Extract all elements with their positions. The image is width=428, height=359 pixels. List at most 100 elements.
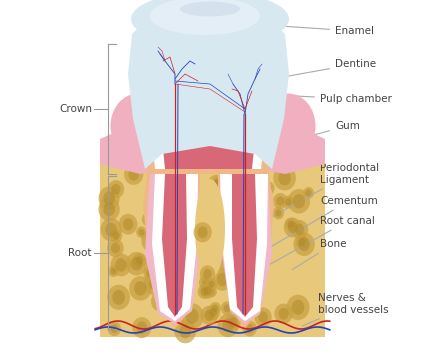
Polygon shape bbox=[138, 24, 278, 174]
Text: Periodontal
Ligament: Periodontal Ligament bbox=[270, 163, 379, 218]
Ellipse shape bbox=[223, 255, 235, 270]
Polygon shape bbox=[258, 119, 325, 174]
Ellipse shape bbox=[191, 240, 204, 255]
Ellipse shape bbox=[209, 188, 220, 200]
Ellipse shape bbox=[189, 176, 199, 188]
Ellipse shape bbox=[225, 217, 244, 239]
Ellipse shape bbox=[155, 194, 166, 207]
Ellipse shape bbox=[273, 207, 284, 219]
Ellipse shape bbox=[212, 304, 218, 312]
Ellipse shape bbox=[211, 209, 219, 218]
Ellipse shape bbox=[288, 189, 310, 214]
Ellipse shape bbox=[115, 258, 127, 272]
Ellipse shape bbox=[149, 218, 157, 227]
Ellipse shape bbox=[151, 292, 169, 311]
Ellipse shape bbox=[177, 241, 188, 254]
Ellipse shape bbox=[275, 209, 282, 217]
Ellipse shape bbox=[165, 296, 186, 319]
Ellipse shape bbox=[199, 224, 218, 246]
Ellipse shape bbox=[203, 229, 214, 241]
Ellipse shape bbox=[149, 276, 161, 290]
Ellipse shape bbox=[186, 309, 199, 324]
Ellipse shape bbox=[167, 170, 177, 181]
Ellipse shape bbox=[209, 288, 214, 295]
Ellipse shape bbox=[251, 222, 265, 237]
Ellipse shape bbox=[205, 183, 224, 204]
Ellipse shape bbox=[273, 193, 288, 209]
Ellipse shape bbox=[107, 285, 130, 310]
Polygon shape bbox=[162, 174, 187, 317]
Ellipse shape bbox=[285, 218, 297, 230]
Ellipse shape bbox=[233, 222, 246, 236]
Ellipse shape bbox=[146, 269, 153, 277]
Text: Crown: Crown bbox=[59, 104, 92, 114]
Ellipse shape bbox=[121, 103, 155, 149]
Ellipse shape bbox=[111, 243, 120, 253]
Ellipse shape bbox=[179, 325, 191, 339]
Ellipse shape bbox=[218, 250, 241, 275]
Ellipse shape bbox=[172, 236, 193, 259]
Ellipse shape bbox=[167, 275, 191, 300]
Ellipse shape bbox=[202, 278, 210, 287]
Ellipse shape bbox=[204, 286, 211, 295]
Ellipse shape bbox=[191, 178, 197, 185]
Ellipse shape bbox=[204, 310, 214, 321]
Ellipse shape bbox=[254, 307, 272, 327]
Ellipse shape bbox=[200, 306, 218, 325]
Ellipse shape bbox=[139, 229, 144, 236]
Ellipse shape bbox=[225, 314, 241, 331]
Ellipse shape bbox=[206, 278, 217, 290]
Ellipse shape bbox=[131, 0, 289, 47]
Ellipse shape bbox=[235, 197, 243, 207]
Polygon shape bbox=[128, 2, 289, 169]
Ellipse shape bbox=[298, 237, 310, 251]
Ellipse shape bbox=[286, 295, 309, 320]
Polygon shape bbox=[218, 169, 274, 329]
Ellipse shape bbox=[217, 273, 228, 286]
Ellipse shape bbox=[175, 276, 182, 284]
Ellipse shape bbox=[294, 233, 315, 256]
Ellipse shape bbox=[288, 220, 294, 228]
Ellipse shape bbox=[108, 266, 119, 277]
Ellipse shape bbox=[261, 93, 315, 159]
Ellipse shape bbox=[293, 194, 305, 209]
Ellipse shape bbox=[128, 168, 139, 181]
Text: Bone: Bone bbox=[292, 239, 347, 270]
Ellipse shape bbox=[222, 319, 234, 332]
Ellipse shape bbox=[183, 261, 190, 269]
Ellipse shape bbox=[171, 168, 189, 187]
Ellipse shape bbox=[110, 268, 116, 275]
Polygon shape bbox=[162, 56, 255, 169]
Ellipse shape bbox=[279, 308, 288, 320]
Ellipse shape bbox=[270, 103, 306, 149]
Ellipse shape bbox=[144, 271, 166, 295]
Ellipse shape bbox=[103, 202, 115, 216]
Ellipse shape bbox=[180, 258, 193, 272]
Ellipse shape bbox=[170, 225, 190, 247]
Ellipse shape bbox=[200, 283, 215, 299]
Ellipse shape bbox=[206, 305, 220, 320]
Ellipse shape bbox=[217, 314, 239, 337]
Ellipse shape bbox=[119, 214, 137, 234]
Ellipse shape bbox=[198, 226, 208, 238]
Ellipse shape bbox=[298, 238, 305, 246]
Ellipse shape bbox=[210, 302, 221, 314]
Ellipse shape bbox=[248, 178, 270, 203]
Ellipse shape bbox=[155, 295, 165, 307]
Ellipse shape bbox=[98, 197, 120, 221]
Bar bbox=[100, 164, 325, 337]
Polygon shape bbox=[220, 174, 268, 321]
Ellipse shape bbox=[211, 179, 223, 192]
Ellipse shape bbox=[134, 281, 146, 296]
Ellipse shape bbox=[110, 253, 131, 276]
Polygon shape bbox=[143, 169, 200, 329]
Ellipse shape bbox=[212, 268, 233, 291]
Ellipse shape bbox=[209, 308, 217, 317]
Text: Enamel: Enamel bbox=[283, 26, 374, 36]
Ellipse shape bbox=[284, 218, 302, 237]
Ellipse shape bbox=[207, 182, 222, 198]
Ellipse shape bbox=[123, 218, 133, 230]
Text: Pulp chamber: Pulp chamber bbox=[258, 94, 392, 104]
Ellipse shape bbox=[175, 229, 185, 242]
Ellipse shape bbox=[221, 301, 233, 315]
